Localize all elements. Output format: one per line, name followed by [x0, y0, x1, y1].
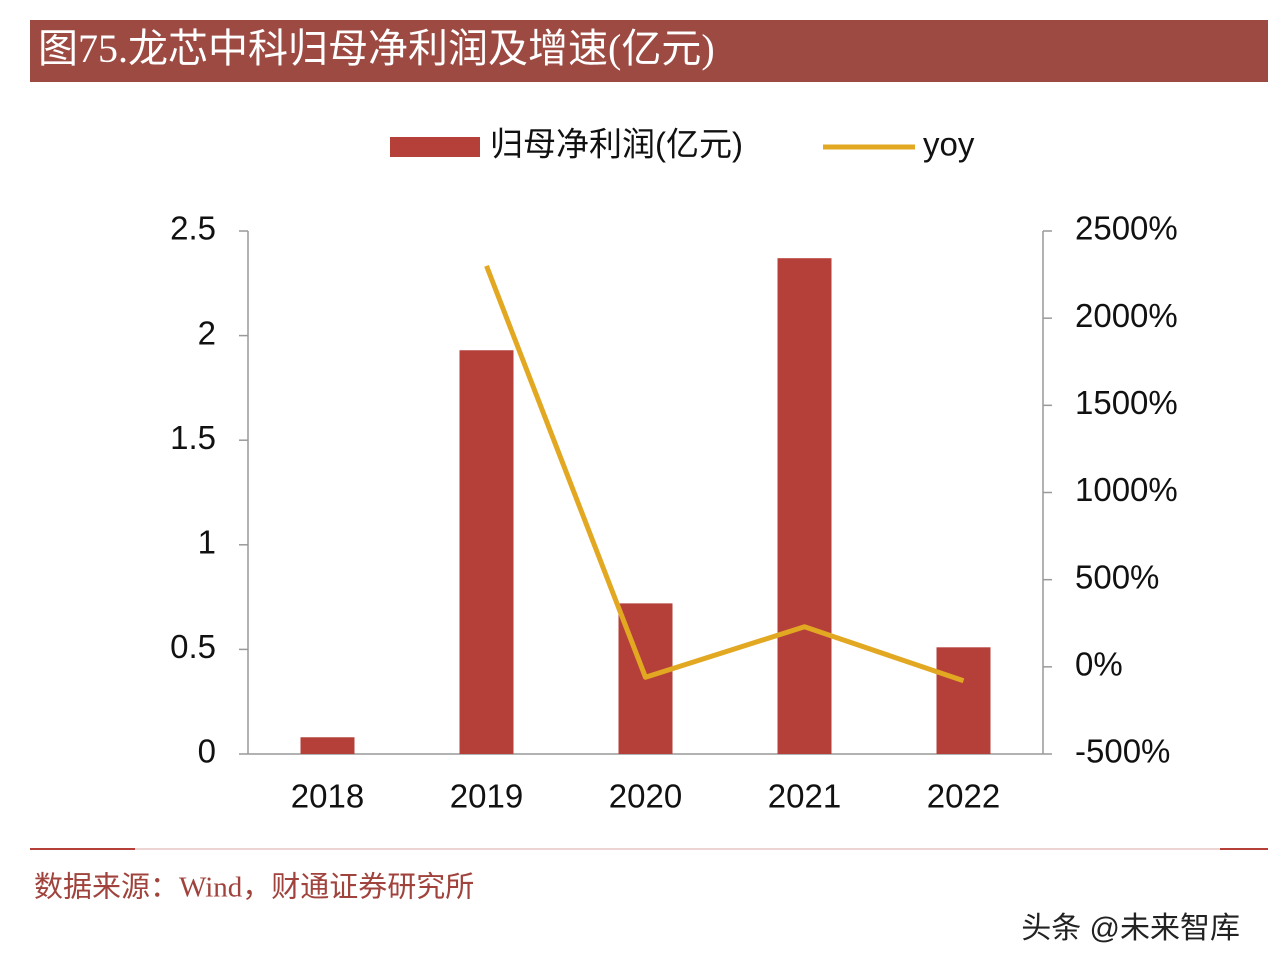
y2-tick-label: -500% [1075, 733, 1170, 770]
y2-tick-label: 1500% [1075, 384, 1178, 421]
bar [300, 737, 355, 754]
y-tick-label: 1.5 [170, 419, 216, 456]
x-tick-label: 2021 [768, 778, 841, 815]
bar [459, 350, 514, 754]
y2-tick-label: 0% [1075, 646, 1123, 683]
y-tick-label: 0 [198, 733, 216, 770]
x-tick-label: 2018 [291, 778, 364, 815]
watermark: 头条 @未来智库 [1021, 912, 1240, 945]
bar [936, 647, 991, 754]
source-note: 数据来源：Wind，财通证券研究所 [34, 871, 474, 904]
legend-swatch [390, 137, 480, 157]
bar [777, 258, 832, 754]
y-tick-label: 0.5 [170, 628, 216, 665]
line [484, 264, 965, 684]
x-tick-label: 2022 [927, 778, 1000, 815]
title-bar [30, 20, 1268, 82]
y2-tick-label: 2000% [1075, 297, 1178, 334]
y2-tick-label: 1000% [1075, 471, 1178, 508]
chart-title: 图75.龙芯中科归母净利润及增速(亿元) [38, 26, 715, 71]
y2-tick-label: 2500% [1075, 210, 1178, 247]
x-tick-label: 2020 [609, 778, 682, 815]
y-tick-label: 2.5 [170, 210, 216, 247]
x-tick-label: 2019 [450, 778, 523, 815]
legend-label: yoy [923, 126, 975, 163]
legend-label: 归母净利润(亿元) [490, 126, 743, 163]
y2-tick-label: 500% [1075, 558, 1159, 595]
y-tick-label: 1 [198, 524, 216, 561]
y-tick-label: 2 [198, 314, 216, 351]
